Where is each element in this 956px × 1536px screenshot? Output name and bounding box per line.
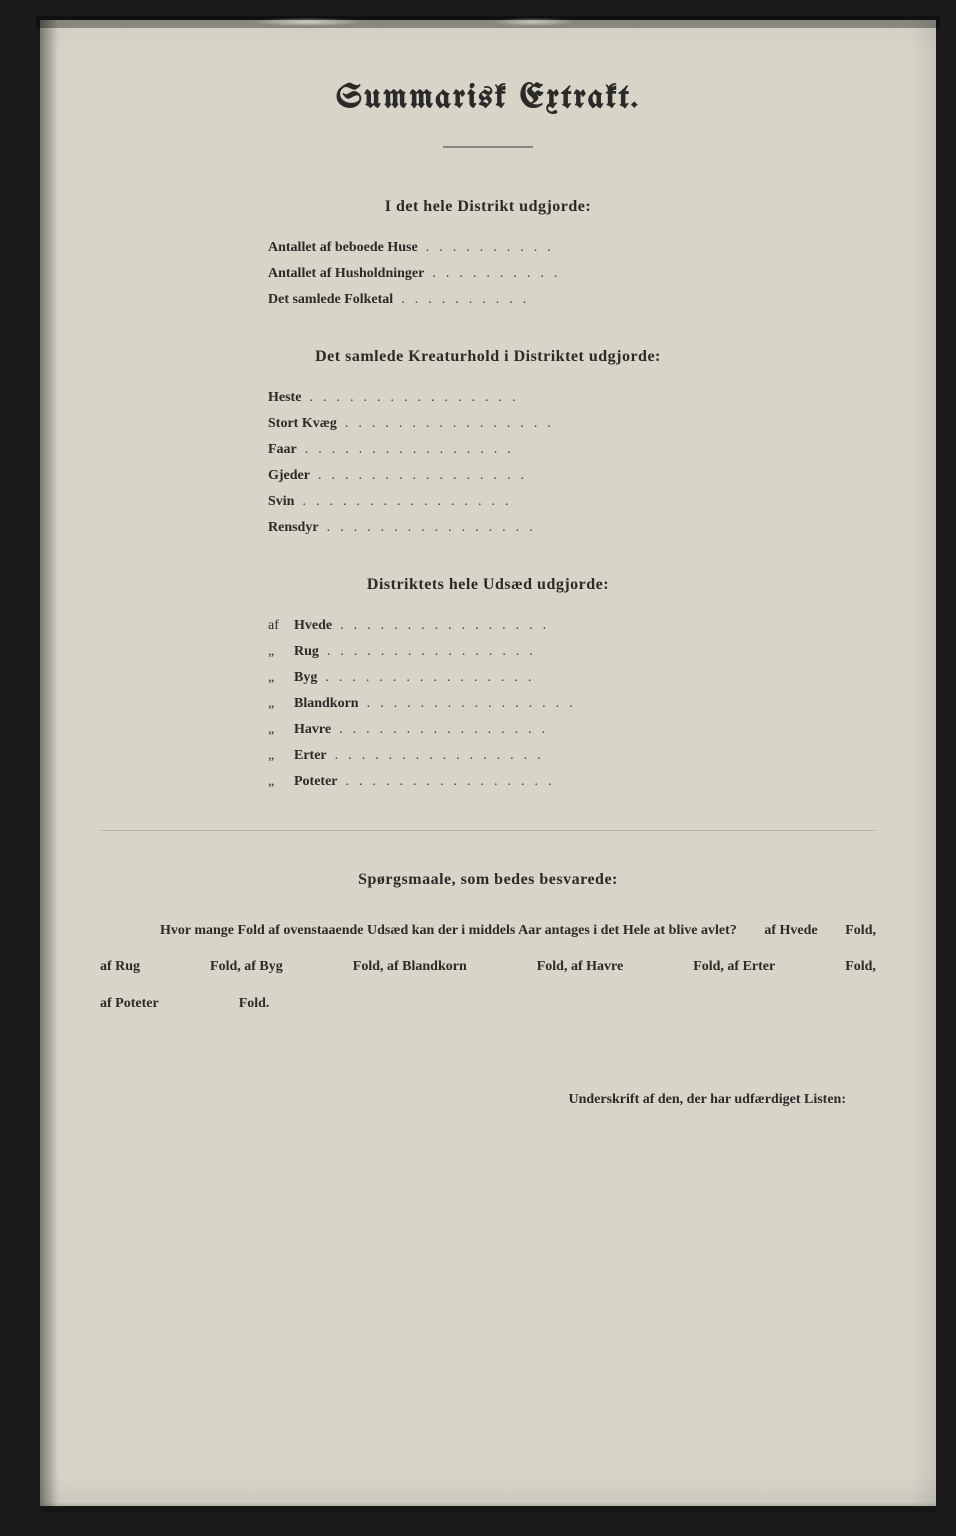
dot-leader: ................ bbox=[327, 644, 678, 660]
question-line: af Rug Fold, af Byg Fold, af Blandkorn F… bbox=[100, 949, 876, 985]
item-label: Byg bbox=[294, 670, 325, 686]
item-label: Havre bbox=[294, 722, 339, 738]
section3-items: af Hvede ................ „ Rug ........… bbox=[268, 618, 708, 790]
dot-leader: ................ bbox=[309, 390, 678, 406]
page-title: Summarisk Extrakt. bbox=[100, 80, 876, 116]
question-segment: Fold, af Blandkorn bbox=[353, 949, 467, 985]
question-segment: Fold. bbox=[239, 986, 270, 1022]
dot-leader: ................ bbox=[367, 696, 678, 712]
item-label: Poteter bbox=[294, 774, 346, 790]
dot-leader: ................ bbox=[327, 520, 678, 536]
list-item: af Hvede ................ bbox=[268, 618, 708, 634]
section2-heading: Det samlede Kreaturhold i Distriktet udg… bbox=[100, 348, 876, 366]
question-segment: af Rug bbox=[100, 949, 140, 985]
dot-leader: ................ bbox=[339, 722, 678, 738]
item-prefix: „ bbox=[268, 696, 294, 712]
list-item: Antallet af Husholdninger .......... bbox=[268, 266, 708, 282]
item-prefix: „ bbox=[268, 670, 294, 686]
question-segment: Fold, af Havre bbox=[537, 949, 623, 985]
item-label: Stort Kvæg bbox=[268, 416, 345, 432]
question-line: Hvor mange Fold af ovenstaaende Udsæd ka… bbox=[100, 913, 876, 949]
question-block: Hvor mange Fold af ovenstaaende Udsæd ka… bbox=[100, 913, 876, 1022]
dot-leader: .......... bbox=[426, 240, 678, 256]
question-line: af Poteter Fold. bbox=[100, 986, 876, 1022]
dot-leader: ................ bbox=[345, 416, 678, 432]
question-segment: Fold, af Erter bbox=[693, 949, 775, 985]
questions-heading: Spørgsmaale, som bedes besvarede: bbox=[100, 871, 876, 889]
title-rule bbox=[443, 146, 533, 148]
list-item: Gjeder ................ bbox=[268, 468, 708, 484]
item-label: Rensdyr bbox=[268, 520, 327, 536]
dot-leader: ................ bbox=[305, 442, 678, 458]
list-item: „ Havre ................ bbox=[268, 722, 708, 738]
list-item: „ Byg ................ bbox=[268, 670, 708, 686]
question-segment: af Poteter bbox=[100, 986, 159, 1022]
item-label: Faar bbox=[268, 442, 305, 458]
page-edge-bottom bbox=[40, 1502, 936, 1512]
item-label: Antallet af Husholdninger bbox=[268, 266, 432, 282]
item-label: Heste bbox=[268, 390, 309, 406]
list-item: Faar ................ bbox=[268, 442, 708, 458]
item-label: Blandkorn bbox=[294, 696, 367, 712]
list-item: Antallet af beboede Huse .......... bbox=[268, 240, 708, 256]
signature-line: Underskrift af den, der har udfærdiget L… bbox=[100, 1092, 876, 1108]
item-prefix: „ bbox=[268, 644, 294, 660]
dot-leader: ................ bbox=[325, 670, 678, 686]
item-prefix: „ bbox=[268, 774, 294, 790]
list-item: „ Rug ................ bbox=[268, 644, 708, 660]
dot-leader: ................ bbox=[335, 748, 678, 764]
dot-leader: ................ bbox=[318, 468, 678, 484]
item-prefix: „ bbox=[268, 748, 294, 764]
dot-leader: ................ bbox=[346, 774, 678, 790]
item-label: Erter bbox=[294, 748, 335, 764]
question-segment: Fold, bbox=[845, 949, 876, 985]
item-label: Svin bbox=[268, 494, 302, 510]
dot-leader: ................ bbox=[340, 618, 678, 634]
section3-heading: Distriktets hele Udsæd udgjorde: bbox=[100, 576, 876, 594]
section1-heading: I det hele Distrikt udgjorde: bbox=[100, 198, 876, 216]
item-label: Det samlede Folketal bbox=[268, 292, 401, 308]
list-item: „ Blandkorn ................ bbox=[268, 696, 708, 712]
item-label: Antallet af beboede Huse bbox=[268, 240, 426, 256]
list-item: Stort Kvæg ................ bbox=[268, 416, 708, 432]
section1-items: Antallet af beboede Huse .......... Anta… bbox=[268, 240, 708, 308]
list-item: Heste ................ bbox=[268, 390, 708, 406]
list-item: Rensdyr ................ bbox=[268, 520, 708, 536]
section2-items: Heste ................ Stort Kvæg ......… bbox=[268, 390, 708, 536]
question-segment: Fold, af Byg bbox=[210, 949, 283, 985]
list-item: Det samlede Folketal .......... bbox=[268, 292, 708, 308]
item-label: Hvede bbox=[294, 618, 340, 634]
dot-leader: ................ bbox=[302, 494, 678, 510]
question-segment: Fold, bbox=[845, 913, 876, 949]
item-prefix: „ bbox=[268, 722, 294, 738]
dot-leader: .......... bbox=[432, 266, 678, 282]
page-edge-top bbox=[36, 16, 940, 28]
item-label: Gjeder bbox=[268, 468, 318, 484]
horizontal-rule bbox=[100, 830, 876, 831]
list-item: „ Poteter ................ bbox=[268, 774, 708, 790]
item-label: Rug bbox=[294, 644, 327, 660]
item-prefix: af bbox=[268, 618, 294, 634]
dot-leader: .......... bbox=[401, 292, 678, 308]
question-segment: af Hvede bbox=[764, 913, 817, 949]
list-item: Svin ................ bbox=[268, 494, 708, 510]
list-item: „ Erter ................ bbox=[268, 748, 708, 764]
document-page: Summarisk Extrakt. I det hele Distrikt u… bbox=[40, 20, 936, 1506]
question-lead: Hvor mange Fold af ovenstaaende Udsæd ka… bbox=[160, 913, 737, 949]
